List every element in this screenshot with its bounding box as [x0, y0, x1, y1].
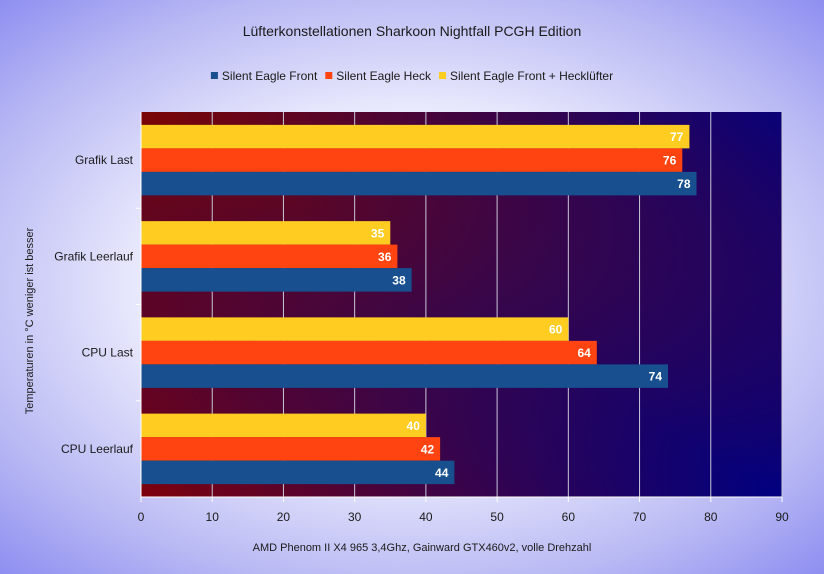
x-tick-label: 20	[277, 510, 291, 524]
bar-grafik-last-silent-eagle-front-heckl-fter	[141, 124, 690, 149]
bar-cpu-leerlauf-silent-eagle-heck	[141, 437, 441, 461]
x-tick-label: 80	[704, 510, 718, 524]
data-label: 74	[649, 370, 663, 384]
category-label-grafik-leerlauf: Grafik Leerlauf	[54, 249, 133, 263]
data-label: 44	[435, 466, 449, 480]
data-label: 60	[549, 323, 563, 337]
bars	[141, 124, 697, 485]
data-label: 38	[392, 273, 406, 287]
legend: Silent Eagle Front Silent Eagle Heck Silen…	[210, 69, 613, 83]
bar-cpu-last-silent-eagle-front-heckl-fter	[141, 317, 569, 341]
data-label: 76	[663, 154, 677, 168]
category-label-grafik-last: Grafik Last	[75, 153, 134, 167]
legend-swatch	[439, 72, 447, 79]
data-label: 36	[378, 250, 392, 264]
x-tick-label: 0	[138, 510, 145, 524]
x-tick-label: 40	[419, 510, 433, 524]
legend-entry-silent-eagle-front-heckl-fter: Silent Eagle Front + Hecklüfter	[450, 69, 613, 83]
data-label: 40	[407, 419, 421, 433]
legend-entry-silent-eagle-heck: Silent Eagle Heck	[336, 69, 432, 83]
legend-entry-silent-eagle-front: Silent Eagle Front	[222, 69, 318, 83]
data-label: 77	[670, 130, 684, 144]
chart-title: Lüfterkonstellationen Sharkoon Nightfall…	[243, 23, 582, 39]
x-tick-labels: 0 10 20 30 40 50 60 70 80 90	[138, 510, 789, 524]
bar-cpu-leerlauf-silent-eagle-front-heckl-fter	[141, 413, 426, 438]
bar-grafik-leerlauf-silent-eagle-heck	[141, 244, 398, 269]
legend-swatch	[210, 72, 218, 79]
data-label: 78	[677, 177, 691, 191]
bar-grafik-leerlauf-silent-eagle-front-heckl-fter	[141, 221, 391, 245]
x-tick-label: 90	[775, 510, 789, 524]
bar-grafik-last-silent-eagle-front	[141, 171, 697, 196]
bar-grafik-leerlauf-silent-eagle-front	[141, 268, 412, 292]
category-label-cpu-last: CPU Last	[82, 346, 134, 360]
data-label: 35	[371, 226, 385, 240]
category-label-cpu-leerlauf: CPU Leerlauf	[61, 442, 134, 456]
category-labels: Grafik Last Grafik Leerlauf CPU Last CPU Le…	[54, 153, 133, 456]
y-axis-label: Temperaturen in °C weniger ist besser	[24, 227, 36, 414]
x-axis-label: AMD Phenom II X4 965 3,4Ghz, Gainward GT…	[253, 542, 592, 554]
x-tick-label: 50	[490, 510, 504, 524]
x-tick-label: 70	[633, 510, 647, 524]
bar-grafik-last-silent-eagle-heck	[141, 148, 683, 172]
data-label: 64	[577, 346, 591, 360]
x-tick-label: 30	[348, 510, 362, 524]
data-label: 42	[421, 442, 435, 456]
legend-swatch	[325, 72, 333, 79]
bar-cpu-leerlauf-silent-eagle-front	[141, 460, 455, 485]
bar-cpu-last-silent-eagle-front	[141, 364, 669, 388]
x-tick-label: 60	[562, 510, 576, 524]
bar-cpu-last-silent-eagle-heck	[141, 340, 597, 365]
x-tick-label: 10	[206, 510, 220, 524]
